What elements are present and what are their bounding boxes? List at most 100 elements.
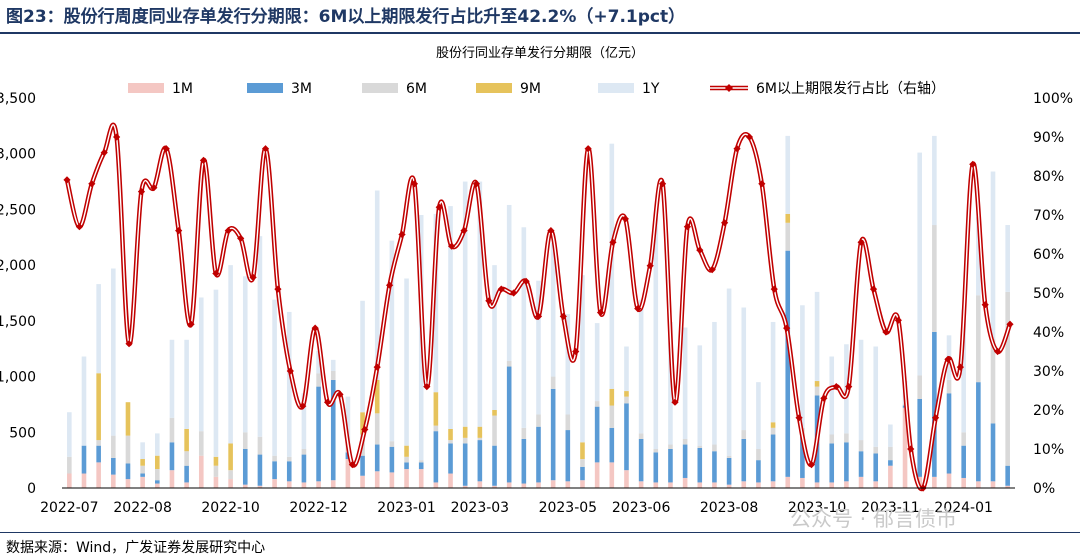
bar-1Y [873,346,879,447]
ratio-marker [993,347,1002,356]
legend-swatch-3M [247,83,283,93]
bar-9M [492,410,497,416]
bar-3M [565,430,571,482]
bar-3M [888,460,893,466]
bar-1M [976,481,981,488]
ratio-marker [224,227,232,235]
bar-1M [81,473,87,488]
ratio-marker [683,223,691,231]
bar-6M [653,449,659,453]
legend-swatch-6M [362,83,398,93]
bar-6M [888,446,893,461]
bar-3M [712,451,717,483]
bar-9M [609,388,615,406]
bar-1Y [360,300,365,413]
bar-6M [609,405,615,428]
bar-3M [873,453,879,482]
bar-6M [668,444,673,449]
y-tick-label: 3,500 [0,91,36,107]
ratio-marker [621,215,629,223]
ratio-marker [634,305,642,313]
bar-6M [301,449,307,455]
bar-1Y [550,242,556,377]
bar-1Y [770,321,776,423]
bar-1M [330,480,336,488]
x-tick-label: 2022-08 [113,500,172,516]
bar-1M [374,471,380,488]
bar-1M [580,480,585,488]
bar-3M [330,379,336,481]
bar-1Y [345,396,351,442]
bar-9M [374,379,380,414]
bar-9M [624,391,629,397]
legend-swatch-9M [476,83,512,93]
source-rule [0,532,1080,533]
bar-6M [785,222,791,251]
bar-1M [902,407,908,488]
bar-3M [609,427,615,463]
ratio-marker [323,398,332,406]
x-tick-label: 2022-10 [201,500,260,516]
bar-9M [785,213,791,223]
y2-tick-label: 10% [1033,442,1064,458]
bar-6M [873,446,879,454]
bar-6M [536,414,541,427]
bar-1Y [594,323,600,402]
bar-3M [638,438,644,482]
bar-1Y [712,321,717,445]
y-tick-label: 500 [9,425,36,441]
ratio-marker [410,180,419,188]
bar-3M [448,443,453,474]
bar-1M [477,481,483,488]
bar-1Y [404,278,409,446]
bar-1M [286,481,292,488]
bar-6M [389,441,395,447]
bar-6M [946,379,952,394]
legend-label-1Y: 1Y [642,81,660,97]
ratio-marker [882,328,890,336]
bar-1M [961,477,966,488]
bar-3M [800,436,805,478]
bar-3M [653,452,659,483]
y-tick-label: 2,500 [0,202,36,218]
bar-6M [594,401,600,407]
axes: 0 500 1,000 1,500 2,000 2,500 3,000 3,500 0% 10% 2… [0,91,1073,516]
bar-1M [653,482,659,488]
bar-1Y [448,206,453,429]
ratio-marker [435,203,443,211]
bar-9M [228,443,233,471]
ratio-marker [100,149,108,157]
bar-3M [550,388,556,481]
y-tick-label: 1,500 [0,314,36,330]
y2-tick-label: 40% [1033,325,1064,341]
bar-1M [506,482,512,488]
bar-6M [125,435,131,464]
bar-1Y [814,291,820,382]
ratio-marker [534,312,543,320]
bar-1Y [374,190,380,380]
bar-1M [668,482,673,488]
bar-9M [184,428,189,452]
bar-1Y [67,412,72,457]
ratio-marker [572,347,580,356]
bar-1M [257,485,263,488]
ratio-marker [931,414,940,422]
bar-1Y [990,171,996,339]
bar-1M [932,476,937,488]
bar-3M [668,449,673,483]
ratio-marker [88,180,96,188]
legend-label-3M: 3M [291,81,312,97]
ratio-marker [807,461,816,469]
bar-1M [888,465,893,488]
legend-swatch-1Y [598,83,634,93]
ratio-marker [596,308,605,317]
y2-tick-label: 20% [1033,403,1064,419]
bar-6M [932,225,937,332]
bar-1M [624,470,629,488]
bar-1Y [316,350,321,374]
bar-1Y [96,284,101,374]
bar-1Y [286,311,292,457]
bar-9M [448,428,453,441]
x-tick-label: 2023-05 [539,500,598,516]
bar-3M [169,442,175,471]
